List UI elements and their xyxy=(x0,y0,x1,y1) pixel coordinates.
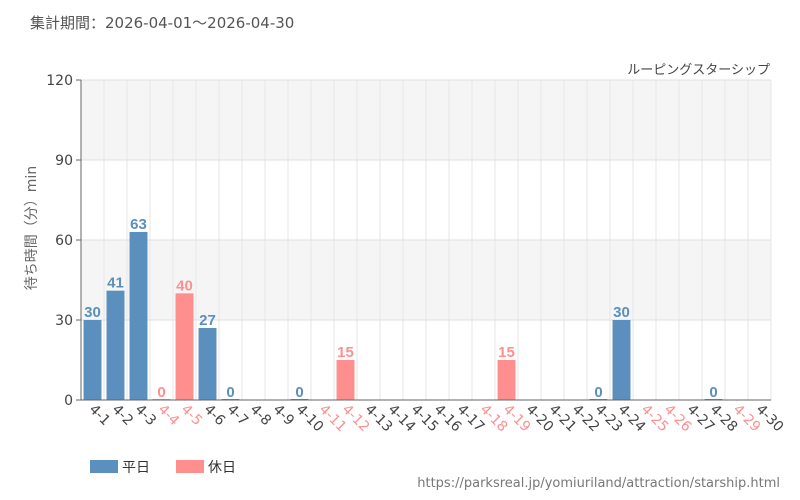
value-label: 40 xyxy=(176,277,193,294)
x-tick-label: 4-7 xyxy=(224,402,251,429)
x-tick-label: 4-6 xyxy=(201,402,229,430)
legend: 平日 休日 xyxy=(90,460,236,476)
x-tick-label: 4-5 xyxy=(178,402,205,429)
bar xyxy=(83,320,102,400)
bar xyxy=(175,293,194,400)
x-tick-label: 4-9 xyxy=(270,402,297,429)
bar xyxy=(129,232,148,400)
bar xyxy=(336,360,355,400)
bar xyxy=(106,290,125,400)
value-label: 27 xyxy=(199,312,216,329)
y-tick-label: 120 xyxy=(46,73,73,89)
legend-label: 休日 xyxy=(208,460,236,476)
x-tick-label: 4-2 xyxy=(109,402,136,429)
y-tick-label: 0 xyxy=(64,393,73,409)
y-tick-labels: 0 30 60 90 120 xyxy=(46,73,73,409)
y-axis-label: 待ち時間（分）min xyxy=(24,166,40,290)
x-tick-label: 4-4 xyxy=(155,402,183,430)
bars xyxy=(83,232,723,400)
bar xyxy=(198,328,217,400)
value-label: 0 xyxy=(157,384,165,401)
bar xyxy=(612,320,631,400)
y-tick-label: 30 xyxy=(55,313,73,329)
value-label: 0 xyxy=(709,384,717,401)
period-text: 集計期間：2026-04-01～2026-04-30 xyxy=(30,14,294,32)
horizontal-gridlines xyxy=(81,79,771,401)
x-tick-label: 4-8 xyxy=(247,402,274,429)
bar xyxy=(497,360,516,400)
value-label: 15 xyxy=(498,344,515,361)
y-tick-label: 90 xyxy=(55,153,73,169)
legend-label: 平日 xyxy=(122,460,150,476)
value-label: 0 xyxy=(295,384,303,401)
legend-swatch xyxy=(90,460,118,473)
axes xyxy=(76,79,771,401)
value-label: 30 xyxy=(84,304,101,321)
value-label: 30 xyxy=(613,304,630,321)
chart-title: ルーピングスターシップ xyxy=(627,63,770,78)
value-label: 0 xyxy=(594,384,602,401)
legend-swatch xyxy=(176,460,204,473)
x-tick-label: 4-1 xyxy=(86,402,113,429)
value-label: 41 xyxy=(107,275,124,292)
x-tick-label: 4-3 xyxy=(132,402,159,429)
value-labels: 30 41 63 0 40 27 0 0 15 15 0 30 0 xyxy=(84,216,718,401)
y-tick-label: 60 xyxy=(55,233,73,249)
source-url: https://parksreal.jp/yomiuriland/attract… xyxy=(417,476,780,491)
value-label: 0 xyxy=(226,384,234,401)
value-label: 63 xyxy=(130,216,147,233)
value-label: 15 xyxy=(337,344,354,361)
x-tick-labels: 4-14-24-34-44-54-64-74-84-94-104-114-124… xyxy=(86,402,787,436)
